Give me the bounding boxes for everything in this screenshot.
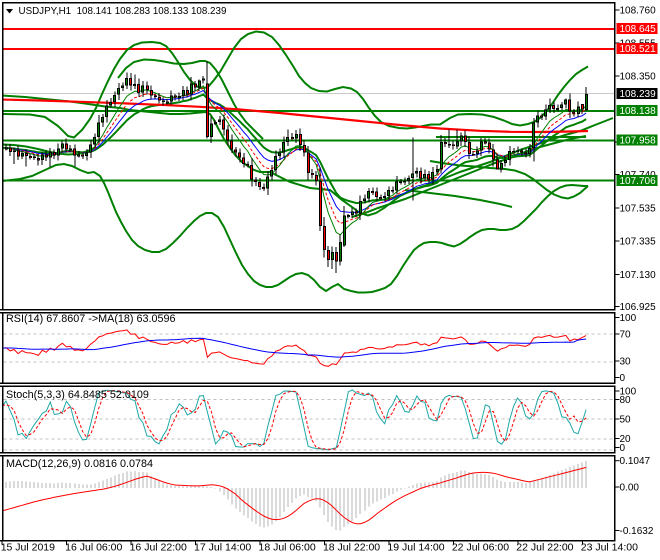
svg-text:108.350: 108.350 (620, 72, 657, 83)
svg-text:108.521: 108.521 (620, 44, 657, 55)
svg-text:100: 100 (620, 387, 637, 398)
svg-text:22 Jul 06:00: 22 Jul 06:00 (452, 542, 509, 554)
svg-text:RSI(14) 67.8607 ->MA(18) 63.0: RSI(14) 67.8607 ->MA(18) 63.0596 (6, 313, 176, 325)
svg-text:107.535: 107.535 (620, 204, 657, 215)
svg-text:0: 0 (620, 443, 626, 454)
svg-text:80: 80 (620, 395, 632, 406)
svg-text:108.138: 108.138 (620, 106, 657, 117)
svg-text:MACD(12,26,9) 0.0816 0.0784: MACD(12,26,9) 0.0816 0.0784 (6, 458, 153, 470)
svg-text:0.00: 0.00 (620, 483, 640, 494)
svg-text:108.760: 108.760 (620, 6, 657, 17)
svg-text:18 Jul 06:00: 18 Jul 06:00 (259, 542, 316, 554)
svg-text:106.925: 106.925 (620, 302, 657, 313)
svg-text:15 Jul 2019: 15 Jul 2019 (1, 542, 55, 554)
svg-text:30: 30 (620, 357, 632, 368)
svg-text:-0.1632: -0.1632 (620, 526, 654, 537)
svg-text:19 Jul 14:00: 19 Jul 14:00 (387, 542, 444, 554)
svg-text:22 Jul 22:00: 22 Jul 22:00 (516, 542, 573, 554)
svg-text:Stoch(5,3,3) 64.8485 52.0109: Stoch(5,3,3) 64.8485 52.0109 (6, 389, 149, 401)
svg-text:17 Jul 14:00: 17 Jul 14:00 (194, 542, 251, 554)
svg-text:23 Jul 14:00: 23 Jul 14:00 (581, 542, 638, 554)
svg-text:108.239: 108.239 (620, 89, 657, 100)
svg-text:0: 0 (620, 373, 626, 384)
svg-text:108.645: 108.645 (620, 24, 657, 35)
svg-text:107.130: 107.130 (620, 270, 657, 281)
svg-text:18 Jul 22:00: 18 Jul 22:00 (323, 542, 380, 554)
svg-text:16 Jul 06:00: 16 Jul 06:00 (65, 542, 122, 554)
svg-text:107.706: 107.706 (620, 176, 657, 187)
svg-text:0.1047: 0.1047 (620, 456, 651, 467)
svg-text:100: 100 (620, 313, 637, 324)
svg-text:107.958: 107.958 (620, 136, 657, 147)
svg-text:70: 70 (620, 330, 632, 341)
svg-text:50: 50 (620, 415, 632, 426)
svg-text:107.335: 107.335 (620, 237, 657, 248)
svg-text:USDJPY,H1 108.141 108.283 108: USDJPY,H1 108.141 108.283 108.133 108.23… (19, 6, 227, 17)
svg-text:20: 20 (620, 434, 632, 445)
svg-text:16 Jul 22:00: 16 Jul 22:00 (130, 542, 187, 554)
